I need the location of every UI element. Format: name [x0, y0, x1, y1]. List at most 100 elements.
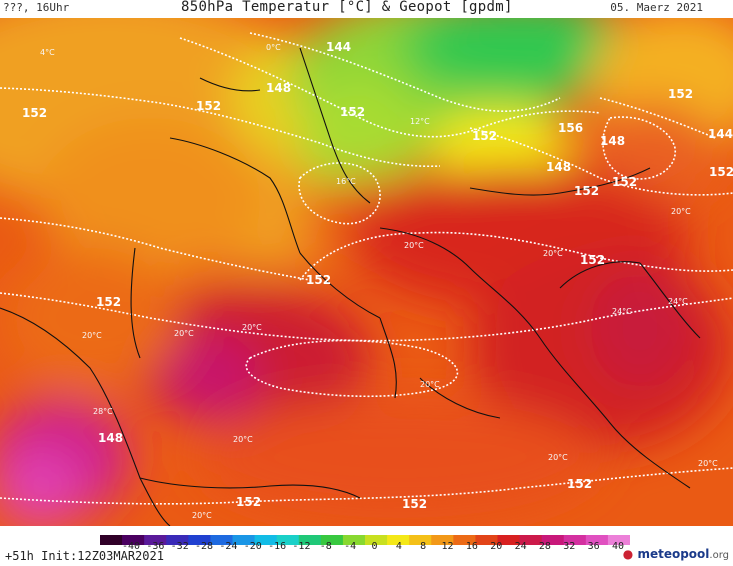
- temp-label: 16°C: [336, 177, 356, 186]
- temp-label: 20°C: [543, 249, 563, 258]
- scale-cell: [607, 535, 631, 545]
- logo-suffix: .org: [709, 550, 729, 561]
- valid-date-label: 05. Maerz 2021: [610, 1, 703, 14]
- geopot-label: 152: [96, 295, 121, 309]
- temp-label: 20°C: [404, 241, 424, 250]
- scale-tick-label: -28: [195, 541, 214, 552]
- scale-cell: [254, 535, 278, 545]
- scale-cell: [365, 535, 388, 545]
- scale-cell: [320, 535, 344, 545]
- map-title: 850hPa Temperatur [°C] & Geopot [gpdm]: [181, 0, 513, 15]
- geopot-label: 152: [567, 477, 592, 491]
- scale-cell: [563, 535, 587, 545]
- geopot-label: 144: [326, 40, 351, 54]
- temp-label: 20°C: [671, 207, 691, 216]
- scale-cell: [519, 535, 543, 545]
- temp-label: 20°C: [698, 459, 718, 468]
- scale-cell: [100, 535, 123, 545]
- scale-cell: [122, 535, 145, 545]
- meteopool-logo[interactable]: ● meteopool.org: [623, 547, 729, 561]
- geopot-label: 152: [22, 106, 47, 120]
- scale-cell: [342, 535, 366, 545]
- geopot-label: 152: [340, 105, 365, 119]
- geopot-label: 144: [708, 127, 733, 141]
- temp-label: 24°C: [612, 307, 632, 316]
- geopotential-isolines: [0, 32, 733, 505]
- scale-tick-label: 8: [420, 541, 427, 552]
- country-borders: [0, 47, 701, 526]
- scale-tick-label: 4: [395, 541, 402, 552]
- init-time-label: +51h Init:12Z03MAR2021: [5, 549, 164, 563]
- geopot-label: 152: [574, 184, 599, 198]
- scale-cell: [585, 535, 609, 545]
- temp-label: 20°C: [174, 329, 194, 338]
- scale-cell: [232, 535, 256, 545]
- scale-tick-label: 36: [587, 541, 600, 552]
- scale-tick-label: 0: [371, 541, 378, 552]
- geopot-label: 148: [546, 160, 571, 174]
- scale-cell: [453, 535, 476, 545]
- color-scale-ticks: -40 -36 -32 -28 -24 -20 -16 -12 -8 -4 0 4 8 12 16 20 24 2…: [0, 541, 733, 553]
- temp-label: 20°C: [233, 435, 253, 444]
- temperature-geopotential-map: 144 148 152 152 152 152 152 152 152 152 …: [0, 18, 733, 526]
- scale-tick-label: 28: [538, 541, 551, 552]
- color-scale-bar: [100, 530, 631, 545]
- geopot-label: 152: [612, 175, 637, 189]
- scale-tick-label: 32: [563, 541, 576, 552]
- temp-label: 20°C: [192, 511, 212, 520]
- temp-label: 20°C: [420, 380, 440, 389]
- logo-icon: ●: [622, 547, 634, 561]
- temperature-field: [0, 18, 733, 526]
- scale-cell: [387, 535, 410, 545]
- scale-tick-label: -20: [243, 541, 262, 552]
- temperature-labels: 4°C 0°C 20°C 20°C 24°C 20°C 20°C 20°C 20…: [40, 43, 718, 520]
- valid-time-label: ???, 16Uhr: [3, 1, 70, 14]
- geopot-label: 152: [402, 497, 427, 511]
- scale-tick-label: -36: [146, 541, 165, 552]
- scale-cell: [166, 535, 189, 545]
- scale-cell: [431, 535, 454, 545]
- geopot-label: 152: [236, 495, 261, 509]
- geopot-label: 152: [472, 129, 497, 143]
- scale-cell: [541, 535, 565, 545]
- scale-cell: [497, 535, 521, 545]
- scale-tick-label: 40: [611, 541, 625, 552]
- temp-label: 4°C: [40, 48, 55, 57]
- geopot-label: 156: [558, 121, 583, 135]
- scale-tick-label: -8: [319, 541, 332, 552]
- scale-cell: [475, 535, 498, 545]
- geopot-label: 152: [668, 87, 693, 101]
- geopot-label: 148: [98, 431, 123, 445]
- scale-tick-label: -24: [219, 541, 238, 552]
- geopot-label: 148: [600, 134, 625, 148]
- scale-cell: [210, 535, 233, 545]
- geopot-label: 152: [580, 253, 605, 267]
- temp-label: 24°C: [668, 297, 688, 306]
- temp-label: 20°C: [242, 323, 262, 332]
- scale-tick-label: 24: [514, 541, 527, 552]
- temp-label: 20°C: [82, 331, 102, 340]
- geopot-label: 152: [709, 165, 733, 179]
- geopot-label: 148: [266, 81, 291, 95]
- scale-tick-label: -12: [292, 541, 311, 552]
- geopot-label: 152: [306, 273, 331, 287]
- temp-label: 20°C: [548, 453, 568, 462]
- logo-brand: meteopool: [637, 547, 710, 561]
- scale-cell: [144, 535, 167, 545]
- scale-cell: [188, 535, 211, 545]
- scale-tick-label: -40: [121, 541, 141, 552]
- geopotential-labels: 144 148 152 152 152 152 152 152 152 152 …: [22, 40, 733, 511]
- scale-tick-label: -32: [170, 541, 189, 552]
- map-header: ???, 16Uhr 850hPa Temperatur [°C] & Geop…: [0, 0, 733, 18]
- scale-cell: [298, 535, 322, 545]
- scale-tick-label: -16: [268, 541, 287, 552]
- scale-tick-label: 16: [465, 541, 478, 552]
- scale-cell: [409, 535, 432, 545]
- temp-label: 0°C: [266, 43, 281, 52]
- scale-cell: [276, 535, 300, 545]
- temp-label: 12°C: [410, 117, 430, 126]
- scale-tick-label: -4: [344, 541, 357, 552]
- scale-tick-label: 20: [490, 541, 503, 552]
- scale-tick-label: 12: [441, 541, 454, 552]
- geopot-label: 152: [196, 99, 221, 113]
